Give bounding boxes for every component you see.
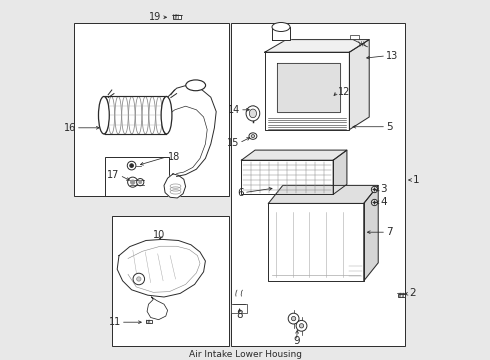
Polygon shape xyxy=(333,150,347,194)
Bar xyxy=(231,23,405,346)
Text: Air Intake Lower Housing: Air Intake Lower Housing xyxy=(189,350,301,359)
Circle shape xyxy=(130,164,133,167)
Polygon shape xyxy=(269,203,364,281)
Polygon shape xyxy=(277,63,341,112)
Text: 11: 11 xyxy=(109,317,121,327)
Bar xyxy=(398,294,405,297)
Polygon shape xyxy=(168,85,216,176)
Circle shape xyxy=(288,313,299,324)
Polygon shape xyxy=(117,239,205,297)
Text: 8: 8 xyxy=(236,310,243,320)
Text: 17: 17 xyxy=(107,170,120,180)
Ellipse shape xyxy=(162,96,170,134)
Ellipse shape xyxy=(249,133,257,139)
Bar xyxy=(231,304,247,313)
Bar xyxy=(74,23,229,196)
Text: 19: 19 xyxy=(149,12,162,22)
Text: 13: 13 xyxy=(386,51,398,61)
Polygon shape xyxy=(349,40,369,130)
Text: 7: 7 xyxy=(386,227,393,237)
Text: 15: 15 xyxy=(227,138,239,148)
Polygon shape xyxy=(164,174,186,198)
Ellipse shape xyxy=(272,22,290,31)
Ellipse shape xyxy=(161,96,172,134)
Circle shape xyxy=(137,277,141,281)
Text: 6: 6 xyxy=(237,188,244,198)
Text: 16: 16 xyxy=(64,123,76,133)
Text: 2: 2 xyxy=(410,288,416,298)
Text: 1: 1 xyxy=(413,175,419,185)
Text: 18: 18 xyxy=(168,152,180,162)
Polygon shape xyxy=(272,27,290,40)
Ellipse shape xyxy=(249,109,257,118)
Bar xyxy=(104,96,166,134)
Ellipse shape xyxy=(98,96,109,134)
Bar xyxy=(350,35,360,39)
Text: 5: 5 xyxy=(386,122,393,132)
Circle shape xyxy=(137,179,144,186)
Text: 14: 14 xyxy=(228,105,240,115)
Bar xyxy=(146,320,152,323)
Polygon shape xyxy=(147,297,168,320)
Bar xyxy=(112,216,229,346)
Polygon shape xyxy=(364,185,378,281)
Ellipse shape xyxy=(100,96,109,134)
Ellipse shape xyxy=(186,80,206,91)
Text: 4: 4 xyxy=(380,197,387,207)
Polygon shape xyxy=(242,160,333,194)
Circle shape xyxy=(127,177,138,187)
Polygon shape xyxy=(269,185,378,203)
Text: 12: 12 xyxy=(338,87,350,97)
Polygon shape xyxy=(265,40,369,52)
Text: 3: 3 xyxy=(380,184,387,194)
Circle shape xyxy=(296,320,307,331)
Text: 10: 10 xyxy=(153,230,166,240)
Ellipse shape xyxy=(246,106,260,121)
Circle shape xyxy=(127,161,136,170)
Circle shape xyxy=(130,180,135,184)
Circle shape xyxy=(133,273,145,285)
Polygon shape xyxy=(265,52,349,130)
Polygon shape xyxy=(242,150,347,160)
Circle shape xyxy=(292,316,296,321)
Bar xyxy=(105,157,170,196)
Text: 9: 9 xyxy=(293,336,300,346)
Ellipse shape xyxy=(251,135,255,138)
Circle shape xyxy=(299,324,304,328)
Circle shape xyxy=(139,181,142,184)
Bar xyxy=(173,15,181,19)
